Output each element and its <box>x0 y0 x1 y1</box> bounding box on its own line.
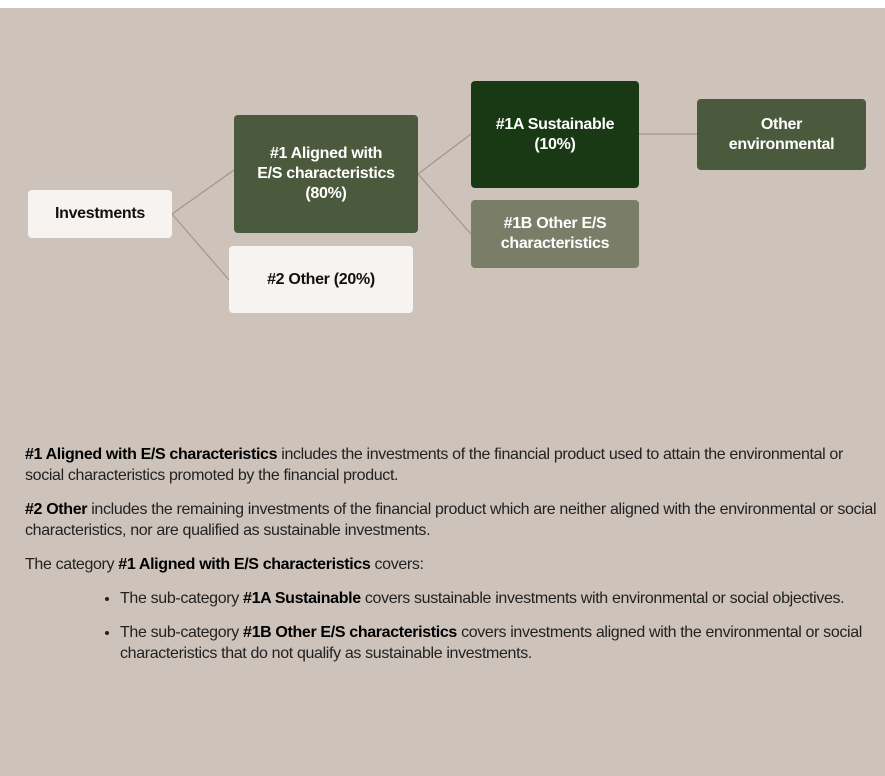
node-label: environmental <box>728 135 835 153</box>
paragraph: #1 Aligned with E/S characteristics incl… <box>25 444 881 486</box>
text: covers: <box>370 556 424 573</box>
node-other-environmental: Other environmental <box>697 99 866 170</box>
node-label: characteristics <box>500 235 610 252</box>
text: The category <box>25 556 119 573</box>
connector <box>171 169 235 215</box>
node-other: #2 Other (20%) <box>229 246 413 313</box>
node-label: #2 Other (20%) <box>267 270 375 288</box>
node-other-es: #1B Other E/S characteristics <box>471 200 639 268</box>
node-investments: Investments <box>28 190 172 238</box>
node-label: Other <box>760 115 803 133</box>
bold-term: #1 Aligned with E/S characteristics <box>118 556 371 573</box>
node-label: Investments <box>54 205 146 222</box>
explanation: #1 Aligned with E/S characteristics incl… <box>25 444 881 677</box>
paragraph: #2 Other includes the remaining investme… <box>25 499 881 541</box>
text: covers investments aligned with the envi… <box>120 624 862 662</box>
bold-term: #1 Aligned with E/S characteristics <box>25 446 278 463</box>
text: The sub-category <box>120 624 244 641</box>
bullet: The sub-category #1B Other E/S character… <box>120 622 881 664</box>
connector <box>417 173 472 235</box>
bold-term: #1A Sustainable <box>243 590 361 607</box>
connectors <box>171 133 697 281</box>
bullet: The sub-category #1A Sustainable covers … <box>120 588 881 609</box>
node-aligned: #1 Aligned with E/S characteristics (80%… <box>234 115 418 233</box>
connector <box>417 133 472 175</box>
text: includes the remaining investments of th… <box>25 501 877 539</box>
node-label: #1 Aligned with <box>269 145 383 162</box>
node-label: (10%) <box>534 135 576 153</box>
node-label: E/S characteristics <box>257 165 395 182</box>
bold-term: #1B Other E/S characteristics <box>243 624 457 641</box>
text: includes the investments of the financia… <box>25 446 843 484</box>
node-sustainable: #1A Sustainable (10%) <box>471 81 639 188</box>
bold-term: #2 Other <box>25 501 88 518</box>
text: covers sustainable investments with envi… <box>360 590 845 607</box>
node-label: #1A Sustainable <box>495 115 615 133</box>
bullet-list: The sub-category #1A Sustainable covers … <box>25 588 881 664</box>
page: Investments #1 Aligned with E/S characte… <box>0 8 885 776</box>
paragraph: The category #1 Aligned with E/S charact… <box>25 554 881 575</box>
node-label: #1B Other E/S <box>503 215 607 232</box>
text: The sub-category <box>120 590 244 607</box>
connector <box>171 213 230 281</box>
node-label: (80%) <box>305 185 347 202</box>
